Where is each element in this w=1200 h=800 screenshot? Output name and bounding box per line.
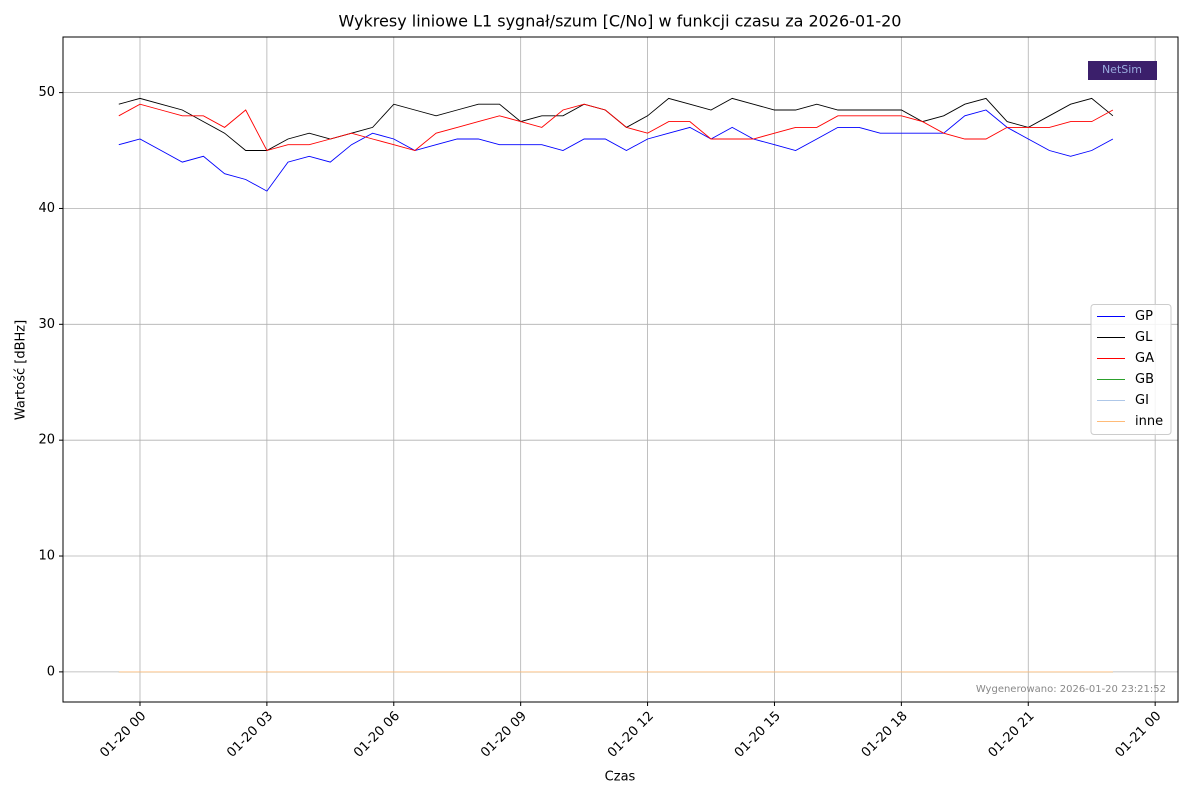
legend-label: GA: [1135, 351, 1154, 366]
legend-label: GP: [1135, 309, 1153, 324]
series-line: [118, 97, 1114, 151]
series-line: [118, 109, 1114, 192]
logo-box: [1088, 61, 1157, 80]
x-tick-label: 01-20 06: [351, 709, 403, 761]
x-axis-label: Czas: [605, 770, 636, 785]
x-tick-label: 01-20 09: [478, 709, 530, 761]
y-axis-label: Wartość [dBHz]: [14, 320, 29, 420]
annotation: Wygenerowano: 2026-01-20 23:21:52: [976, 684, 1166, 695]
x-tick-label: 01-20 21: [986, 709, 1038, 761]
y-tick-label: 30: [38, 317, 55, 332]
series-line: [118, 103, 1114, 152]
x-tick-label: 01-20 15: [732, 709, 784, 761]
legend-label: GI: [1135, 393, 1149, 408]
y-tick-label: 10: [38, 549, 55, 564]
y-tick-label: 20: [38, 433, 55, 448]
legend-label: GL: [1135, 330, 1153, 345]
x-tick-label: 01-20 00: [97, 709, 149, 761]
x-tick-label: 01-20 03: [224, 709, 276, 761]
chart-title: Wykresy liniowe L1 sygnał/szum [C/No] w …: [339, 12, 902, 31]
legend-label: inne: [1135, 414, 1163, 429]
legend-label: GB: [1135, 372, 1154, 387]
y-tick-label: 50: [38, 85, 55, 100]
x-tick-label: 01-20 18: [859, 709, 911, 761]
x-tick-label: 01-20 12: [605, 709, 657, 761]
x-tick-label: 01-21 00: [1113, 709, 1165, 761]
y-tick-label: 0: [47, 664, 55, 679]
logo: NetSim: [1102, 63, 1142, 76]
y-tick-label: 40: [38, 201, 55, 216]
plot-frame: [62, 36, 1179, 703]
grid: [63, 37, 1178, 702]
